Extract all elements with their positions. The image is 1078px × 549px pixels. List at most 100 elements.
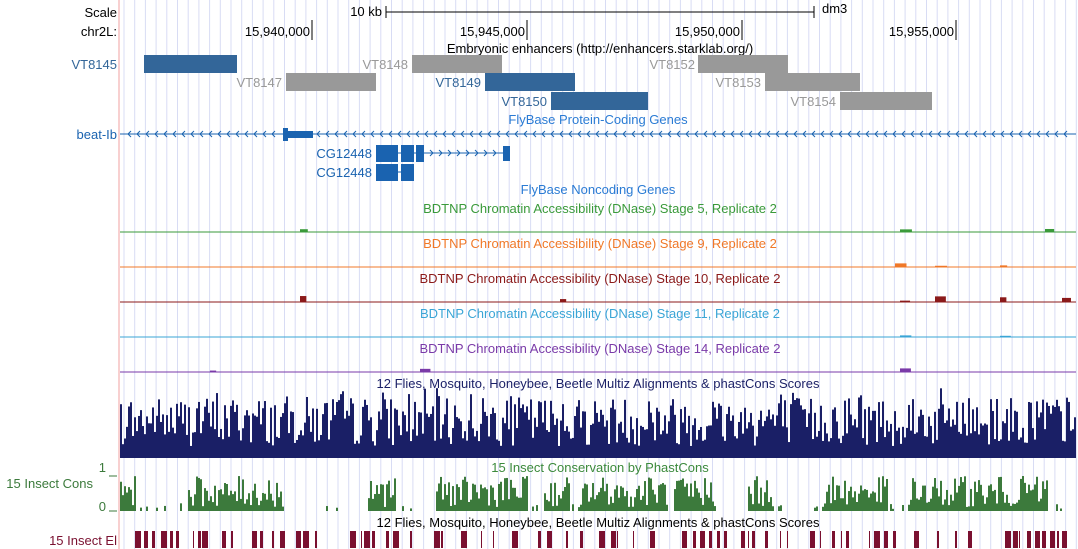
phastcons-track[interactable]: 15 Insect Conservation by PhastCons 15 I… — [6, 460, 1062, 514]
phastcons-bar — [454, 504, 456, 511]
phastcons-bar — [766, 480, 768, 511]
track-side-label-phastcons[interactable]: 15 Insect Cons — [6, 476, 93, 491]
conserved-element — [1062, 531, 1067, 548]
phastcons-bar — [248, 493, 250, 511]
multiz-bar — [1032, 428, 1034, 458]
phastcons-bar — [1036, 476, 1038, 511]
conserved-element — [780, 531, 781, 548]
multiz-bar — [328, 439, 330, 458]
conserved-element — [512, 531, 518, 548]
multiz-bar — [748, 422, 750, 458]
dnase-track-stage9[interactable]: BDTNP Chromatin Accessibility (DNase) St… — [120, 236, 1076, 268]
conserved-element — [841, 531, 842, 548]
phastcons-bar — [268, 480, 270, 511]
multiz-bar — [944, 422, 946, 458]
enhancer-feature-VT8147[interactable] — [286, 73, 376, 91]
multiz-bar — [1038, 417, 1040, 458]
dnase-track-stage14[interactable]: BDTNP Chromatin Accessibility (DNase) St… — [120, 341, 1076, 373]
multiz-bar — [140, 410, 142, 458]
chevron-left-icon — [514, 130, 519, 138]
multiz-bar — [562, 404, 564, 458]
enhancer-feature-VT8150[interactable] — [551, 92, 648, 110]
phastcons-bar — [394, 478, 396, 511]
phastcons-bar — [456, 484, 458, 511]
chevron-left-icon — [721, 130, 726, 138]
enhancer-feature-VT8149[interactable] — [485, 73, 575, 91]
chevron-left-icon — [622, 130, 627, 138]
multiz-bar — [878, 402, 880, 458]
multiz-bar — [964, 423, 966, 458]
phastcons-bar — [494, 499, 496, 511]
dnase-peak — [900, 335, 912, 337]
phastcons-bar — [950, 494, 952, 511]
chevron-left-icon — [208, 130, 213, 138]
dnase-track-stage10[interactable]: BDTNP Chromatin Accessibility (DNase) St… — [120, 271, 1076, 303]
multiz-bar — [148, 423, 150, 458]
gene-exon — [503, 146, 510, 161]
chevron-left-icon — [874, 130, 879, 138]
flybase-coding-track[interactable]: FlyBase Protein-Coding Genes beat-Ib CG1… — [77, 112, 1076, 181]
enhancer-label: VT8149 — [435, 75, 481, 90]
phastcons-bar — [194, 494, 196, 511]
enhancer-feature-VT8145[interactable] — [144, 55, 237, 73]
enhancer-feature-VT8153[interactable] — [765, 73, 860, 91]
multiz-bar — [706, 426, 708, 458]
gene-label-CG12448[interactable]: CG12448 — [316, 165, 372, 180]
multiz-bar — [1024, 442, 1026, 458]
enhancer-feature-VT8154[interactable] — [840, 92, 932, 110]
track-title-phastcons: 15 Insect Conservation by PhastCons — [491, 460, 709, 475]
phastcons-bar — [890, 504, 892, 511]
gene-label-CG12448[interactable]: CG12448 — [316, 146, 372, 161]
dnase-track-stage11[interactable]: BDTNP Chromatin Accessibility (DNase) St… — [120, 306, 1076, 338]
track-side-label-elements[interactable]: 15 Insect El — [49, 533, 117, 548]
multiz-bar — [526, 406, 528, 458]
phastcons-bar — [1022, 476, 1024, 511]
multiz-bar — [916, 432, 918, 458]
multiz-bar — [542, 422, 544, 458]
multiz-bar — [192, 432, 194, 458]
multiz-track[interactable]: 12 Flies, Mosquito, Honeybee, Beetle Mul… — [120, 376, 1076, 458]
phastcons-bar — [146, 506, 148, 511]
enhancer-label: VT8148 — [362, 57, 408, 72]
multiz-bar — [828, 441, 830, 458]
elements-track[interactable]: 12 Flies, Mosquito, Honeybee, Beetle Mul… — [49, 515, 1067, 548]
dnase-track-stage5[interactable]: BDTNP Chromatin Accessibility (DNase) St… — [120, 201, 1076, 233]
phastcons-bar — [440, 476, 442, 511]
enhancer-feature-VT8148[interactable] — [412, 55, 502, 73]
multiz-bar — [886, 420, 888, 458]
multiz-bar — [936, 439, 938, 458]
ruler-tick-label: 15,945,000 — [460, 24, 525, 39]
multiz-bar — [370, 417, 372, 458]
enhancer-track[interactable]: Embryonic enhancers (http://enhancers.st… — [71, 41, 932, 110]
multiz-bar — [836, 421, 838, 458]
phastcons-bar — [876, 501, 878, 511]
enhancer-feature-VT8152[interactable] — [698, 55, 788, 73]
ruler-track[interactable]: Scale chr2L: 10 kb dm3 15,940,000 15,945… — [81, 1, 957, 40]
phastcons-bar — [816, 506, 818, 511]
multiz-bar — [966, 435, 968, 458]
multiz-bar — [538, 401, 540, 458]
chevron-right-icon — [438, 149, 443, 157]
conserved-element — [252, 531, 257, 548]
phastcons-bar — [606, 483, 608, 511]
phastcons-bar — [252, 490, 254, 511]
multiz-bar — [830, 438, 832, 458]
multiz-bar — [470, 394, 472, 458]
phastcons-bar — [368, 498, 370, 511]
phastcons-bar — [758, 503, 760, 511]
phastcons-bar — [620, 486, 622, 511]
conserved-element — [493, 531, 494, 548]
multiz-bar — [820, 405, 822, 458]
multiz-bar — [582, 411, 584, 458]
phastcons-bar — [780, 505, 782, 511]
multiz-bar — [800, 405, 802, 458]
multiz-bar — [214, 429, 216, 458]
conserved-element — [580, 531, 583, 548]
chevron-left-icon — [181, 130, 186, 138]
phastcons-bar — [756, 476, 758, 511]
multiz-bar — [750, 412, 752, 458]
gene-label-beat-Ib[interactable]: beat-Ib — [77, 127, 117, 142]
multiz-bar — [126, 426, 128, 458]
phastcons-bar — [202, 506, 204, 511]
